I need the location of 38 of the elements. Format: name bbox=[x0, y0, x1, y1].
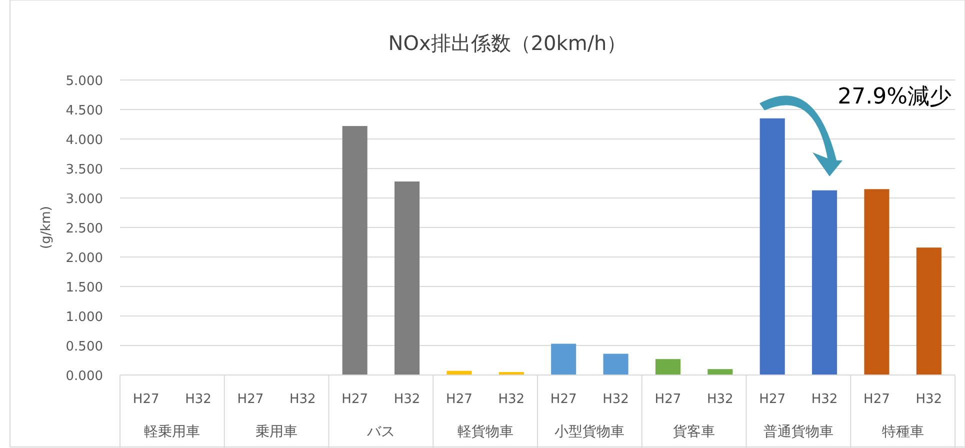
x-tick-label: H32 bbox=[498, 392, 525, 407]
x-tick-label: H27 bbox=[342, 392, 368, 407]
x-tick-label: H32 bbox=[916, 392, 942, 407]
x-tick-label: H32 bbox=[185, 392, 212, 407]
chart-title: NOx排出係数（20km/h） bbox=[388, 31, 627, 55]
text: 軽貨物車 bbox=[457, 424, 514, 440]
y-tick-label: 2.000 bbox=[66, 251, 103, 266]
y-tick-label: 2.500 bbox=[66, 222, 103, 236]
x-tick-label: H27 bbox=[237, 392, 264, 407]
x-tick-label: H27 bbox=[446, 392, 472, 407]
x-tick-label: H32 bbox=[706, 392, 734, 407]
text: 貨客車 bbox=[673, 424, 716, 440]
text: 普通貨物車 bbox=[763, 423, 834, 440]
x-tick-label: H27 bbox=[759, 392, 786, 407]
x-tick-label: H32 bbox=[811, 392, 838, 407]
y-tick-label: 1.000 bbox=[66, 310, 103, 325]
annotation: 27.9%減少 bbox=[838, 84, 952, 110]
text: 軽乗用車 bbox=[144, 424, 200, 440]
y-tick-label: 5.000 bbox=[66, 74, 103, 89]
x-tick-label: H32 bbox=[289, 392, 316, 407]
x-tick-label: H27 bbox=[864, 392, 890, 407]
y-axis-title: (g/km) bbox=[39, 206, 54, 249]
y-tick-label: 1.500 bbox=[66, 280, 103, 296]
text: 小型貨物車 bbox=[554, 424, 625, 440]
y-tick-label: 0.000 bbox=[66, 369, 103, 384]
y-tick-label: 3.000 bbox=[66, 192, 103, 207]
x-tick-label: H32 bbox=[394, 392, 420, 407]
x-tick-label: H27 bbox=[550, 392, 577, 407]
text: バス bbox=[366, 424, 395, 440]
x-tick-label: H27 bbox=[132, 392, 160, 407]
y-tick-label: 4.000 bbox=[66, 133, 103, 148]
text: 乗用車 bbox=[256, 424, 298, 440]
x-tick-label: H27 bbox=[654, 392, 682, 407]
y-tick-label: 4.500 bbox=[66, 104, 103, 118]
text: 特種車 bbox=[882, 424, 924, 440]
y-tick-label: 3.500 bbox=[66, 162, 103, 178]
y-tick-label: 0.500 bbox=[66, 340, 103, 354]
x-tick-label: H32 bbox=[602, 392, 629, 407]
